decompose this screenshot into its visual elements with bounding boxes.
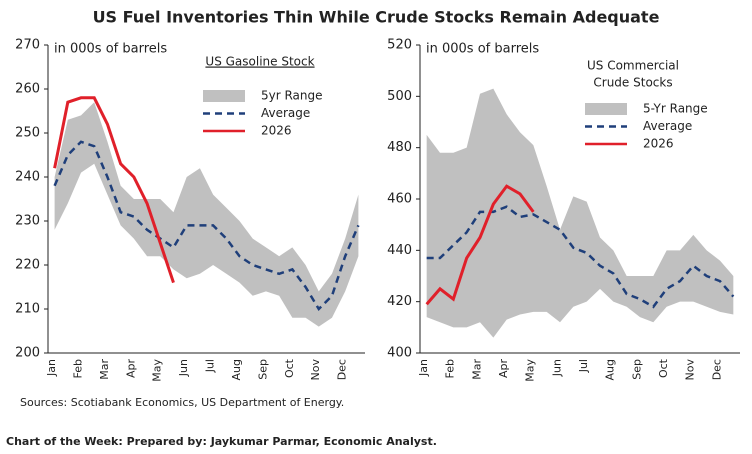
x-tick-label: Jan bbox=[45, 359, 58, 377]
legend-title: US Gasoline Stock bbox=[205, 55, 314, 69]
y-tick-label: 460 bbox=[387, 192, 412, 207]
series-line bbox=[425, 184, 535, 306]
y-tick-label: 210 bbox=[15, 302, 40, 317]
x-tick-label: Dec bbox=[710, 359, 723, 380]
x-tick-label: Jun bbox=[177, 359, 190, 377]
legend-label: 5yr Range bbox=[261, 89, 323, 103]
legend-title: US Commercial bbox=[587, 59, 679, 73]
x-tick-label: Jul bbox=[204, 359, 217, 373]
range-band bbox=[426, 88, 734, 338]
x-tick-label: May bbox=[524, 359, 537, 382]
legend-title: Crude Stocks bbox=[593, 76, 672, 90]
range-band bbox=[54, 102, 359, 327]
x-tick-label: Nov bbox=[309, 359, 322, 381]
x-tick-label: Mar bbox=[470, 359, 483, 380]
x-tick-label: Sep bbox=[630, 359, 643, 380]
x-tick-label: Aug bbox=[604, 359, 617, 380]
y-tick-label: 250 bbox=[15, 126, 40, 141]
y-tick-label: 480 bbox=[387, 140, 412, 155]
legend-swatch bbox=[585, 103, 627, 115]
y-tick-label: 420 bbox=[387, 294, 412, 309]
x-tick-label: Jun bbox=[550, 359, 563, 377]
x-tick-label: Jan bbox=[417, 359, 430, 377]
x-tick-label: Aug bbox=[230, 359, 243, 380]
legend-label: 2026 bbox=[643, 137, 674, 151]
x-tick-label: Sep bbox=[256, 359, 269, 380]
y-tick-label: 520 bbox=[387, 38, 412, 53]
legend-label: 5-Yr Range bbox=[643, 102, 708, 116]
annotation: in 000s of barrels bbox=[426, 42, 539, 57]
series-line bbox=[53, 140, 360, 312]
x-tick-label: Oct bbox=[283, 358, 296, 378]
x-tick-label: Dec bbox=[336, 359, 349, 380]
chart-title: US Fuel Inventories Thin While Crude Sto… bbox=[93, 8, 660, 27]
series-line bbox=[53, 96, 175, 284]
y-tick-label: 260 bbox=[15, 82, 40, 97]
x-tick-label: May bbox=[151, 359, 164, 382]
x-tick-label: Apr bbox=[497, 359, 510, 379]
legend-label: 2026 bbox=[261, 124, 292, 138]
x-tick-label: Apr bbox=[124, 359, 137, 379]
x-tick-label: Feb bbox=[444, 359, 457, 378]
x-tick-label: Jul bbox=[577, 359, 590, 373]
x-tick-label: Feb bbox=[71, 359, 84, 378]
y-tick-label: 400 bbox=[387, 346, 412, 361]
x-tick-label: Nov bbox=[684, 359, 697, 381]
series-line bbox=[426, 205, 735, 309]
x-tick-label: Mar bbox=[98, 359, 111, 380]
y-tick-label: 220 bbox=[15, 258, 40, 273]
legend-label: Average bbox=[261, 106, 310, 120]
y-tick-label: 440 bbox=[387, 243, 412, 258]
y-tick-label: 500 bbox=[387, 89, 412, 104]
legend-swatch bbox=[203, 90, 245, 102]
y-tick-label: 240 bbox=[15, 170, 40, 185]
annotation: in 000s of barrels bbox=[54, 42, 167, 57]
footer: Chart of the Week: Prepared by: Jaykumar… bbox=[6, 435, 437, 448]
y-tick-label: 200 bbox=[15, 346, 40, 361]
x-tick-label: Oct bbox=[657, 358, 670, 378]
source: Sources: Scotiabank Economics, US Depart… bbox=[20, 396, 344, 409]
y-tick-label: 270 bbox=[15, 38, 40, 53]
legend-label: Average bbox=[643, 119, 692, 133]
y-tick-label: 230 bbox=[15, 214, 40, 229]
